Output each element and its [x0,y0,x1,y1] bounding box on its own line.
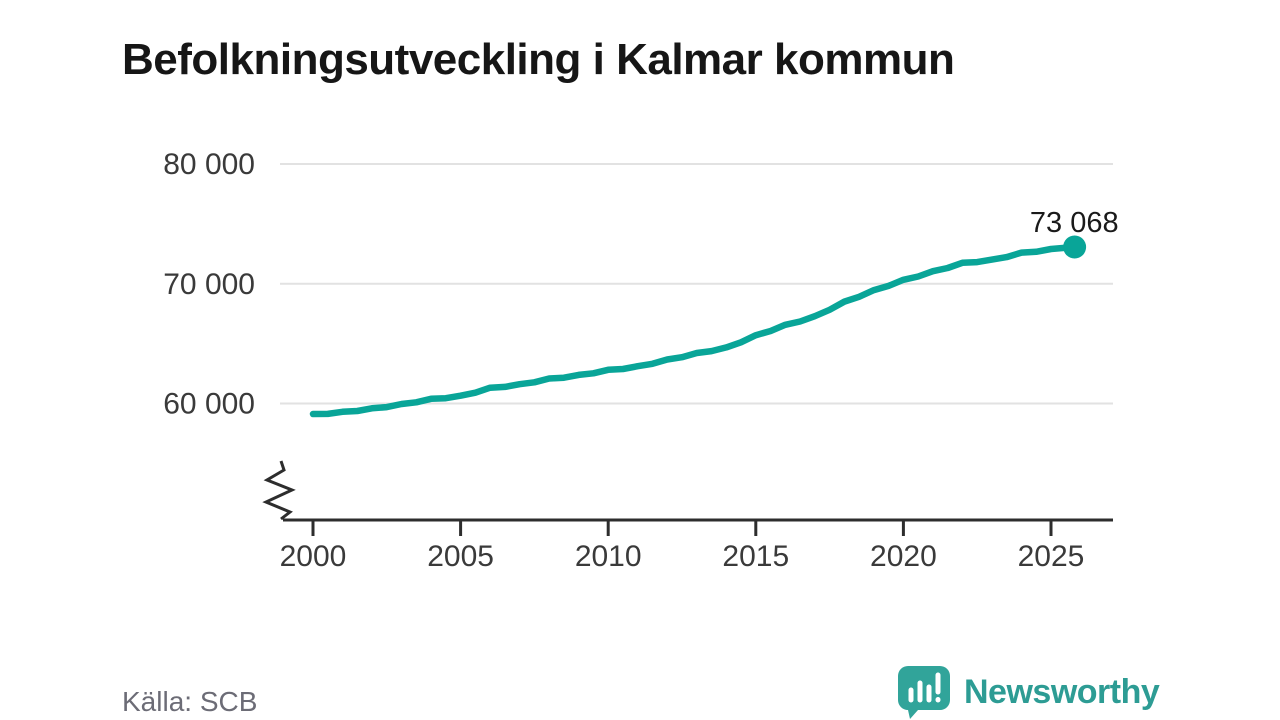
x-tick-label: 2025 [1018,540,1085,573]
axis-break-icon [262,460,296,521]
population-line [309,243,1078,418]
x-tick-label: 2000 [280,540,347,573]
y-tick-label: 60 000 [163,388,255,421]
speech-bubble-bar-chart-icon [898,666,950,719]
chart-title: Befolkningsutveckling i Kalmar kommun [122,35,955,85]
last-point-dot [1063,235,1087,259]
x-tick-label: 2015 [722,540,789,573]
source-note: Källa: SCB [122,686,258,717]
x-tick-label: 2010 [575,540,642,573]
x-tick-label: 2020 [870,540,937,573]
x-tick-label: 2005 [427,540,494,573]
y-tick-label: 70 000 [163,268,255,301]
newsworthy-logo: Newsworthy [896,664,1160,720]
brand-name: Newsworthy [964,672,1160,711]
y-tick-label: 80 000 [163,148,255,181]
last-point-value-label: 73 068 [1030,207,1119,239]
